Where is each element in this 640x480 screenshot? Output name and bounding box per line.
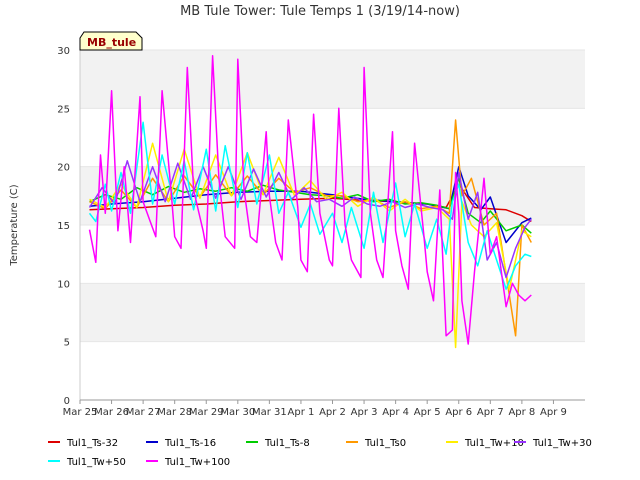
- legend-item: Tul1_Tw+30: [514, 438, 592, 449]
- grid-band: [80, 50, 585, 109]
- y-tick-label: 25: [57, 104, 70, 115]
- x-tick-label: Apr 7: [477, 407, 504, 418]
- legend-item: Tul1_Ts-8: [246, 438, 310, 449]
- x-tick-label: Apr 8: [508, 407, 535, 418]
- legend-label: Tul1_Tw+30: [532, 438, 592, 449]
- y-axis-ticks: 0 5 10 15 20 25 30: [57, 46, 70, 407]
- grid-band: [80, 341, 585, 400]
- x-tick-label: Apr 9: [540, 407, 567, 418]
- x-tick-label: Mar 27: [126, 407, 161, 418]
- legend-label: Tul1_Tw+100: [164, 457, 230, 468]
- legend-item: Tul1_Ts-32: [48, 438, 118, 449]
- legend-label: Tul1_Ts-32: [66, 438, 118, 449]
- y-tick-label: 5: [64, 338, 70, 349]
- x-tick-label: Mar 26: [94, 407, 129, 418]
- legend-item: Tul1_Tw+100: [146, 457, 230, 468]
- y-tick-label: 15: [57, 221, 70, 232]
- series-line-tul1-tw-50: [88, 121, 532, 290]
- chart-title: MB Tule Tower: Tule Temps 1 (3/19/14-now…: [180, 4, 460, 19]
- legend-item: Tul1_Ts-16: [146, 438, 216, 449]
- x-tick-label: Mar 31: [252, 407, 287, 418]
- y-tick-label: 20: [57, 163, 70, 174]
- legend-label: Tul1_Ts-16: [164, 438, 216, 449]
- x-tick-label: Mar 25: [63, 407, 98, 418]
- x-tick-label: Mar 29: [189, 407, 224, 418]
- y-axis-label: Temperature (C): [9, 184, 20, 266]
- x-tick-label: Apr 6: [445, 407, 472, 418]
- x-tick-label: Mar 30: [220, 407, 255, 418]
- legend-label: Tul1_Ts0: [364, 438, 406, 449]
- series-line-tul1-tw-100: [88, 55, 532, 345]
- station-tag-label: MB_tule: [87, 36, 136, 49]
- x-tick-label: Mar 28: [157, 407, 192, 418]
- legend-label: Tul1_Tw+10: [464, 438, 524, 449]
- grid-bands: [80, 50, 585, 400]
- y-tick-label: 0: [64, 396, 70, 407]
- x-tick-label: Apr 2: [319, 407, 346, 418]
- x-tick-label: Apr 5: [414, 407, 441, 418]
- x-tick-label: Apr 3: [351, 407, 378, 418]
- x-tick-label: Apr 4: [382, 407, 409, 418]
- station-tag: MB_tule: [79, 31, 143, 51]
- grid-band: [80, 108, 585, 167]
- legend-item: Tul1_Ts0: [346, 438, 406, 449]
- legend-item: Tul1_Tw+50: [48, 457, 126, 468]
- y-tick-label: 10: [57, 279, 70, 290]
- legend-label: Tul1_Tw+50: [66, 457, 126, 468]
- legend-item: Tul1_Tw+10: [446, 438, 524, 449]
- series-lines: [88, 55, 532, 349]
- x-tick-label: Apr 1: [288, 407, 315, 418]
- grid-band: [80, 283, 585, 342]
- legend-label: Tul1_Ts-8: [264, 438, 310, 449]
- legend: Tul1_Ts-32 Tul1_Ts-16 Tul1_Ts-8 Tul1_Ts0 Tul…: [48, 438, 592, 468]
- y-tick-label: 30: [57, 46, 70, 57]
- series-line-tul1-tw-30: [88, 160, 532, 279]
